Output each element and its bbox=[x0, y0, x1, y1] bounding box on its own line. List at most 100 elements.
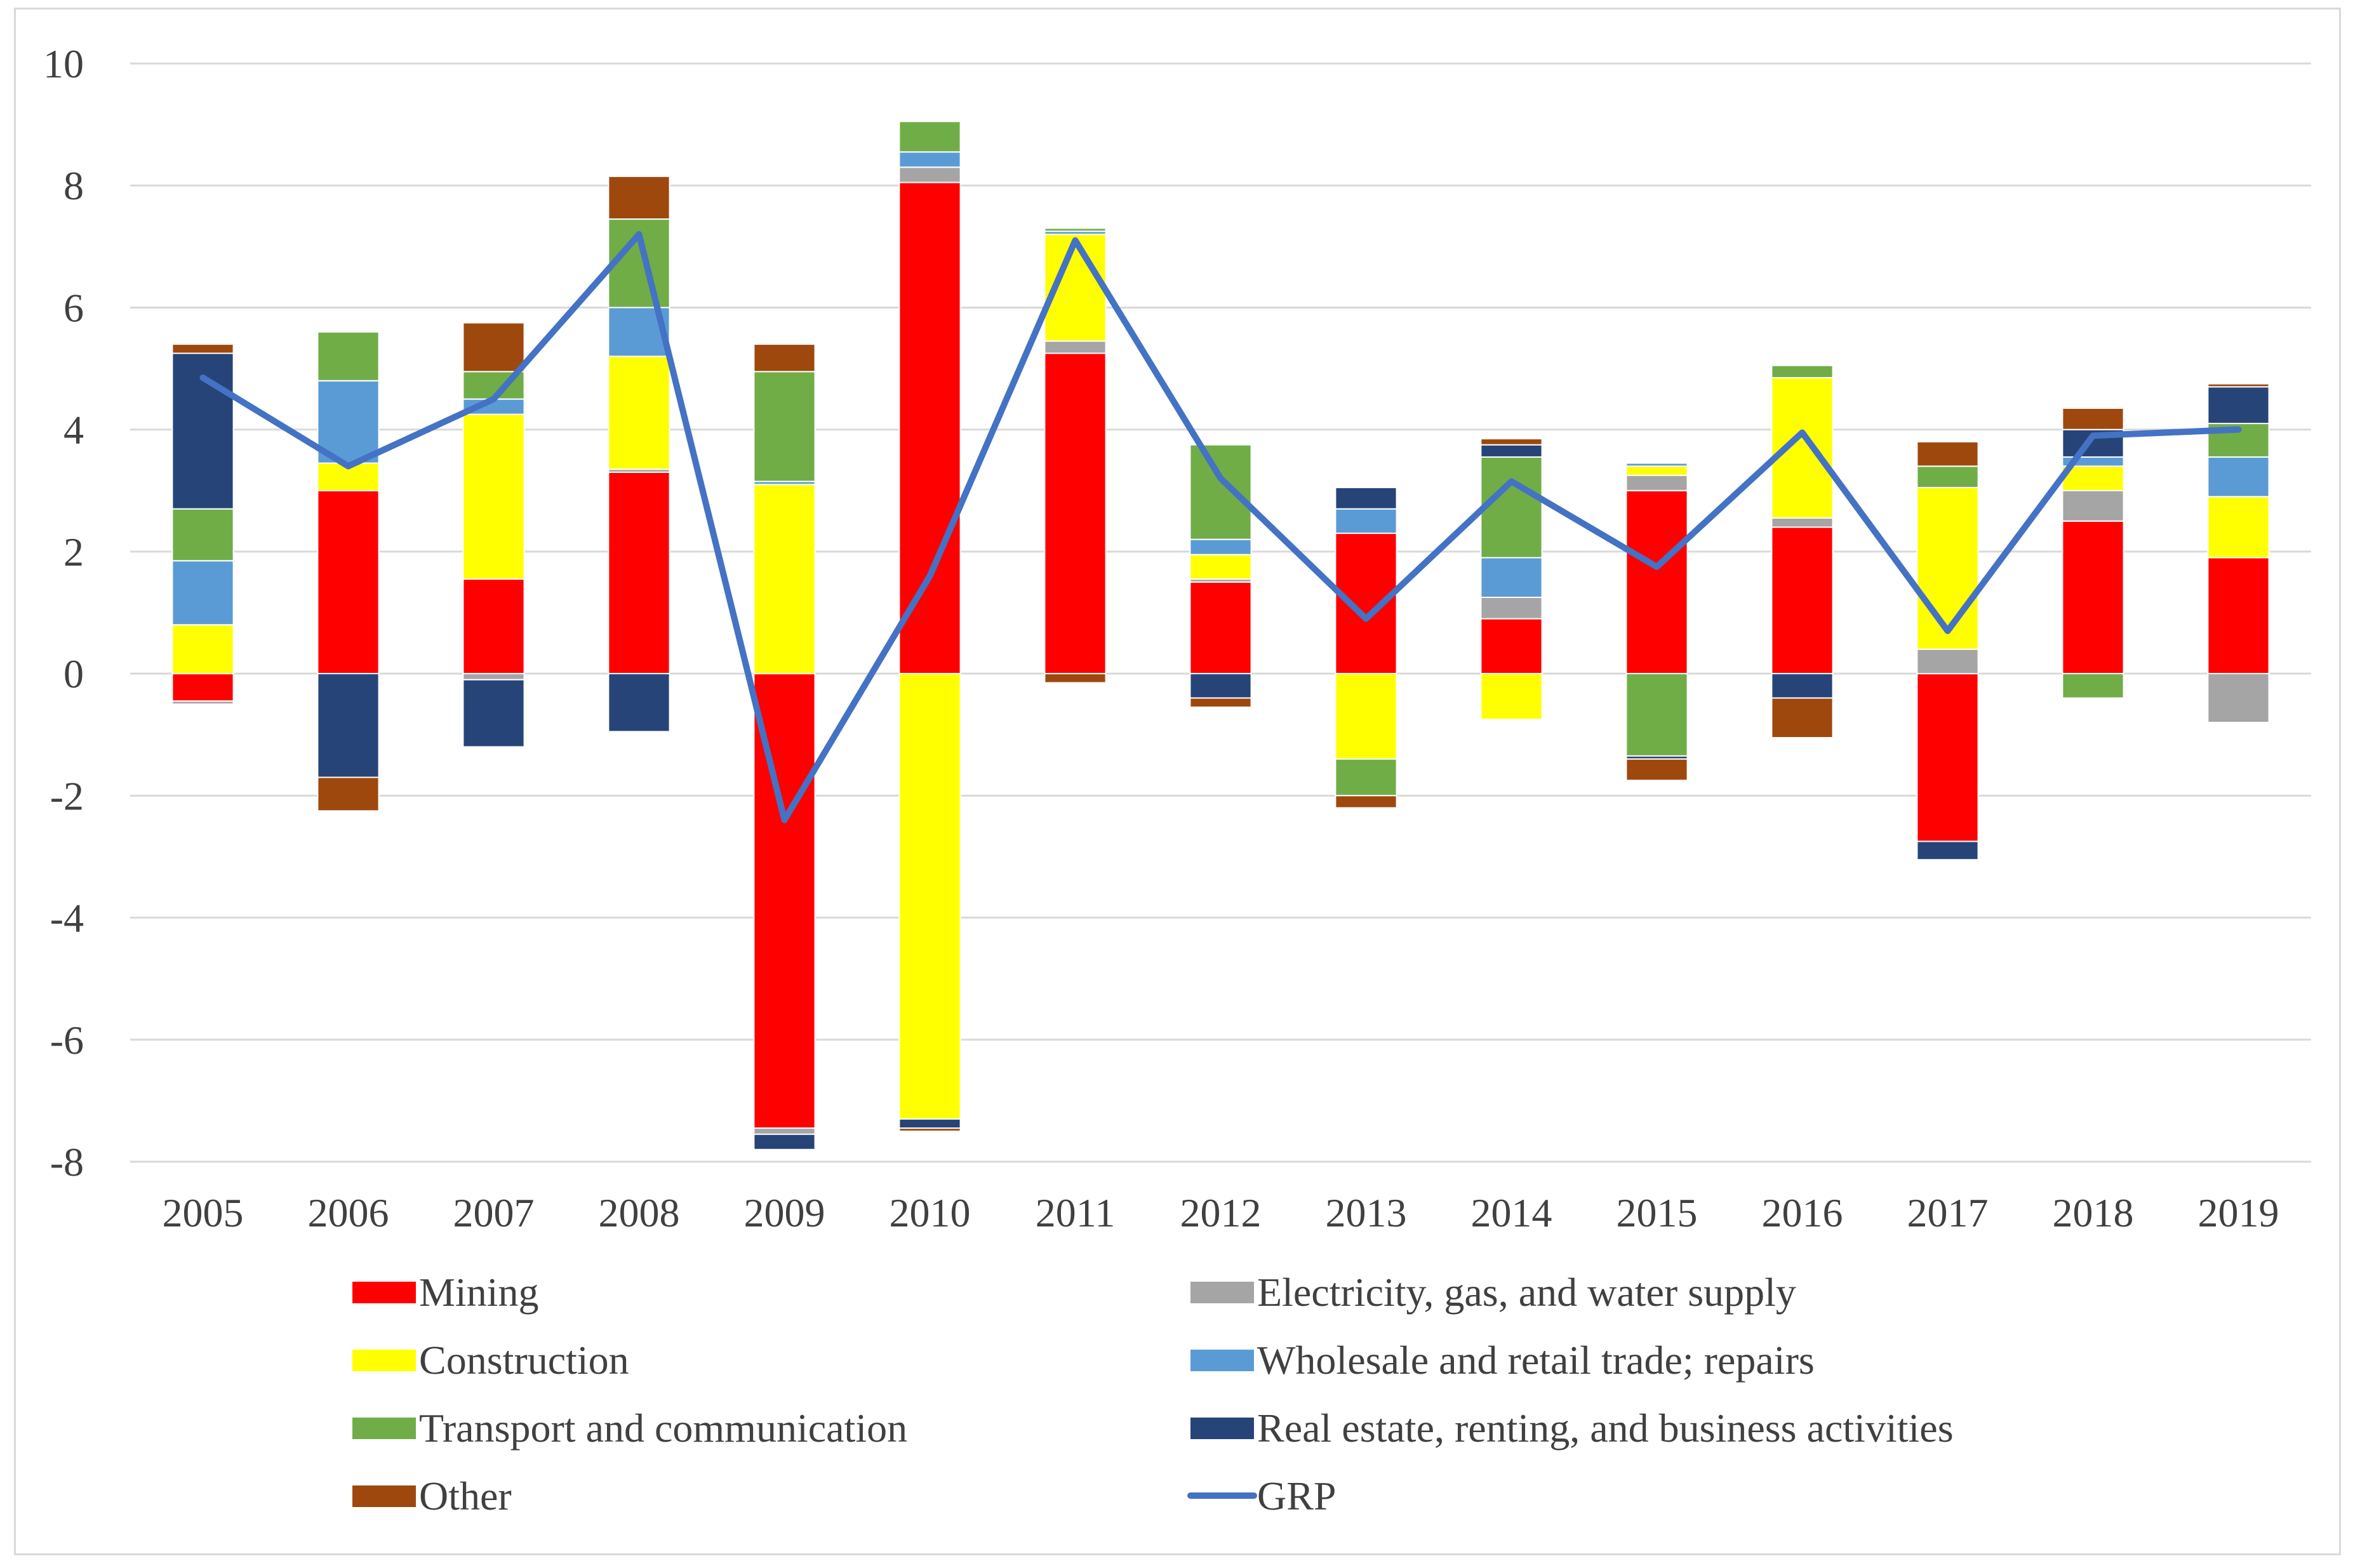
bar-electricity-gas-and-water-supply-2017 bbox=[1916, 648, 1979, 675]
legend-swatch-transport-and-communication bbox=[352, 1418, 416, 1439]
bar-wholesale-and-retail-trade-repairs-2010 bbox=[898, 151, 961, 168]
bar-mining-2005 bbox=[171, 673, 234, 702]
bar-other-2008 bbox=[608, 175, 670, 220]
x-tick-label: 2012 bbox=[1180, 1190, 1262, 1235]
y-tick-label: -6 bbox=[50, 1018, 84, 1063]
grp-point-2018 bbox=[2092, 435, 2094, 437]
bar-other-2016 bbox=[1771, 697, 1834, 739]
grp-point-2013 bbox=[1365, 618, 1367, 620]
bar-other-2019 bbox=[2207, 383, 2270, 388]
bar-wholesale-and-retail-trade-repairs-2005 bbox=[171, 560, 234, 626]
bar-transport-and-communication-2017 bbox=[1916, 465, 1979, 488]
bar-mining-2008 bbox=[608, 471, 670, 675]
legend-label-electricity-gas-and-water-supply: Electricity, gas, and water supply bbox=[1257, 1270, 1796, 1315]
bar-other-2018 bbox=[2062, 408, 2124, 430]
bar-mining-2018 bbox=[2062, 520, 2124, 675]
legend-label-construction: Construction bbox=[419, 1338, 629, 1383]
grp-point-2008 bbox=[638, 234, 640, 236]
legend-label-real-estate-renting-and-business-activities: Real estate, renting, and business activ… bbox=[1257, 1405, 1954, 1451]
bar-construction-2019 bbox=[2207, 496, 2270, 559]
bar-mining-2017 bbox=[1916, 673, 1979, 842]
legend-swatch-mining bbox=[352, 1282, 416, 1303]
bar-wholesale-and-retail-trade-repairs-2015 bbox=[1625, 462, 1688, 467]
legend-swatch-other bbox=[352, 1485, 416, 1507]
bar-electricity-gas-and-water-supply-2010 bbox=[898, 166, 961, 183]
y-tick-label: -8 bbox=[50, 1139, 84, 1185]
y-tick-label: 2 bbox=[63, 529, 84, 575]
x-tick-label: 2015 bbox=[1617, 1190, 1698, 1235]
bar-construction-2012 bbox=[1189, 554, 1252, 580]
bar-real-estate-renting-and-business-activities-2009 bbox=[753, 1133, 816, 1150]
grp-point-2012 bbox=[1220, 477, 1222, 479]
legend-label-wholesale-and-retail-trade-repairs: Wholesale and retail trade; repairs bbox=[1257, 1338, 1815, 1383]
bar-real-estate-renting-and-business-activities-2017 bbox=[1916, 840, 1979, 861]
grp-point-2006 bbox=[347, 465, 349, 467]
grp-point-2005 bbox=[202, 376, 204, 378]
y-tick-label: 4 bbox=[63, 408, 84, 453]
bar-other-2005 bbox=[171, 343, 234, 354]
grp-point-2017 bbox=[1947, 630, 1949, 632]
bar-construction-2018 bbox=[2062, 465, 2124, 491]
bar-electricity-gas-and-water-supply-2015 bbox=[1625, 474, 1688, 491]
bar-real-estate-renting-and-business-activities-2010 bbox=[898, 1118, 961, 1129]
grp-point-2016 bbox=[1801, 432, 1803, 434]
bar-mining-2007 bbox=[462, 578, 525, 675]
bar-transport-and-communication-2006 bbox=[317, 331, 380, 382]
bar-other-2012 bbox=[1189, 697, 1252, 708]
bar-real-estate-renting-and-business-activities-2013 bbox=[1335, 486, 1397, 510]
bar-other-2011 bbox=[1044, 673, 1107, 684]
bar-transport-and-communication-2012 bbox=[1189, 444, 1252, 540]
x-tick-label: 2013 bbox=[1326, 1190, 1407, 1235]
bar-transport-and-communication-2009 bbox=[753, 371, 816, 482]
bar-mining-2013 bbox=[1335, 533, 1397, 675]
legend-swatch-real-estate-renting-and-business-activities bbox=[1190, 1418, 1254, 1439]
bar-construction-2006 bbox=[317, 462, 380, 491]
bar-other-2010 bbox=[898, 1127, 961, 1132]
bar-construction-2010 bbox=[898, 673, 961, 1120]
bar-other-2014 bbox=[1480, 438, 1543, 446]
grp-point-2011 bbox=[1074, 239, 1076, 241]
bar-transport-and-communication-2005 bbox=[171, 508, 234, 562]
bar-construction-2017 bbox=[1916, 486, 1979, 650]
grp-point-2014 bbox=[1510, 481, 1512, 482]
bar-wholesale-and-retail-trade-repairs-2006 bbox=[317, 380, 380, 464]
grp-point-2009 bbox=[783, 819, 785, 821]
x-tick-label: 2010 bbox=[890, 1190, 971, 1235]
bar-electricity-gas-and-water-supply-2016 bbox=[1771, 517, 1834, 528]
bar-other-2006 bbox=[317, 776, 380, 812]
bar-real-estate-renting-and-business-activities-2007 bbox=[462, 679, 525, 748]
bar-mining-2012 bbox=[1189, 581, 1252, 675]
y-tick-label: -4 bbox=[50, 896, 84, 941]
bar-other-2017 bbox=[1916, 441, 1979, 467]
bar-electricity-gas-and-water-supply-2005 bbox=[171, 700, 234, 705]
bar-real-estate-renting-and-business-activities-2008 bbox=[608, 673, 670, 733]
x-axis-tick-labels: 2005 2006 2007 2008 2009 2010 2011 2012 2013 2014… bbox=[163, 1190, 2279, 1235]
x-tick-label: 2017 bbox=[1907, 1190, 1989, 1235]
bar-electricity-gas-and-water-supply-2009 bbox=[753, 1127, 816, 1135]
bar-other-2007 bbox=[462, 322, 525, 373]
bar-transport-and-communication-2016 bbox=[1771, 364, 1834, 378]
bar-real-estate-renting-and-business-activities-2016 bbox=[1771, 673, 1834, 699]
y-tick-label: 8 bbox=[63, 163, 84, 208]
bar-construction-2005 bbox=[171, 624, 234, 675]
x-tick-label: 2006 bbox=[308, 1190, 389, 1235]
x-tick-label: 2007 bbox=[453, 1190, 535, 1235]
bar-construction-2015 bbox=[1625, 465, 1688, 476]
x-tick-label: 2011 bbox=[1036, 1190, 1116, 1235]
bar-construction-2008 bbox=[608, 355, 670, 470]
grp-point-2010 bbox=[929, 575, 931, 577]
y-axis-tick-labels: -8 -6 -4 -2 0 2 4 6 8 10 bbox=[43, 41, 84, 1185]
legend-label-mining: Mining bbox=[419, 1270, 538, 1315]
x-tick-label: 2008 bbox=[599, 1190, 680, 1235]
bar-transport-and-communication-2018 bbox=[2062, 673, 2124, 699]
bar-series bbox=[171, 121, 2270, 1150]
bar-real-estate-renting-and-business-activities-2012 bbox=[1189, 673, 1252, 699]
x-tick-label: 2005 bbox=[163, 1190, 244, 1235]
y-tick-label: 10 bbox=[43, 41, 84, 86]
bar-other-2015 bbox=[1625, 758, 1688, 781]
x-tick-label: 2018 bbox=[2053, 1190, 2134, 1235]
bar-electricity-gas-and-water-supply-2018 bbox=[2062, 489, 2124, 522]
bar-construction-2016 bbox=[1771, 376, 1834, 519]
bar-construction-2007 bbox=[462, 413, 525, 580]
